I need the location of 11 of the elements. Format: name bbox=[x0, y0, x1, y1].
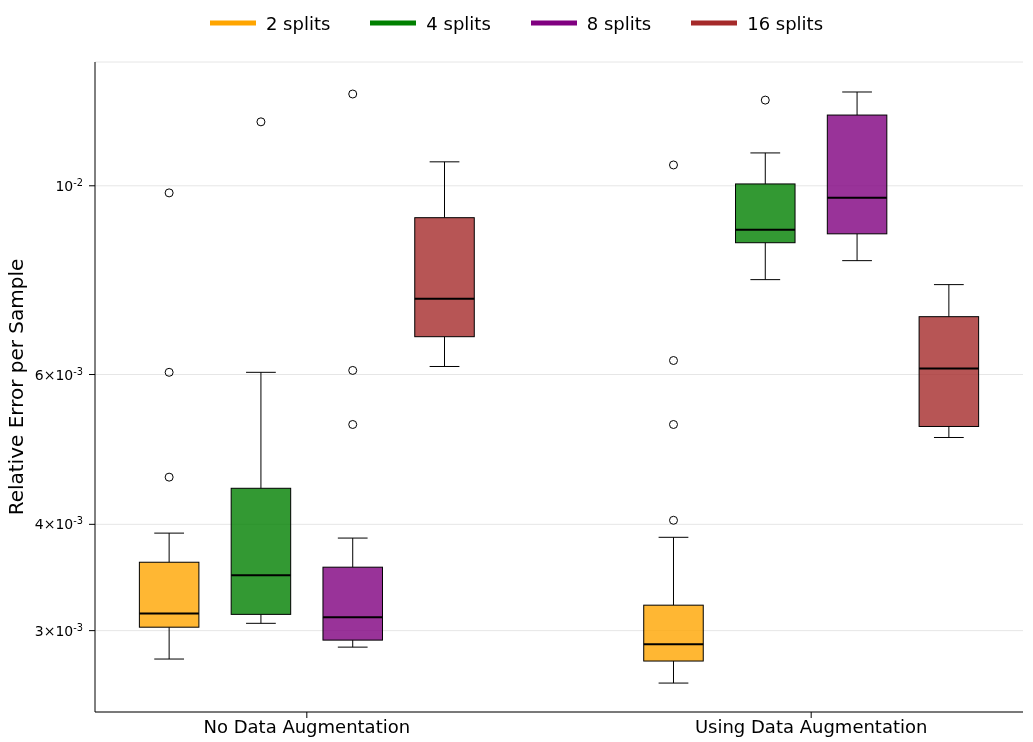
y-tick-label: 4×10$^{-3}$ bbox=[34, 514, 83, 533]
y-tick-label: 10$^{-2}$ bbox=[55, 176, 83, 194]
x-tick-label: Using Data Augmentation bbox=[694, 715, 928, 737]
legend-label: 8 splits bbox=[586, 12, 652, 34]
legend-label: 2 splits bbox=[265, 12, 331, 34]
legend-label: 16 splits bbox=[747, 12, 824, 34]
x-tick-label: No Data Augmentation bbox=[203, 715, 411, 737]
y-tick-label: 3×10$^{-3}$ bbox=[34, 621, 83, 639]
y-tick-label: 6×10$^{-3}$ bbox=[34, 365, 83, 383]
legend-label: 4 splits bbox=[426, 12, 491, 34]
y-axis-title: Relative Error per Sample bbox=[4, 258, 29, 516]
